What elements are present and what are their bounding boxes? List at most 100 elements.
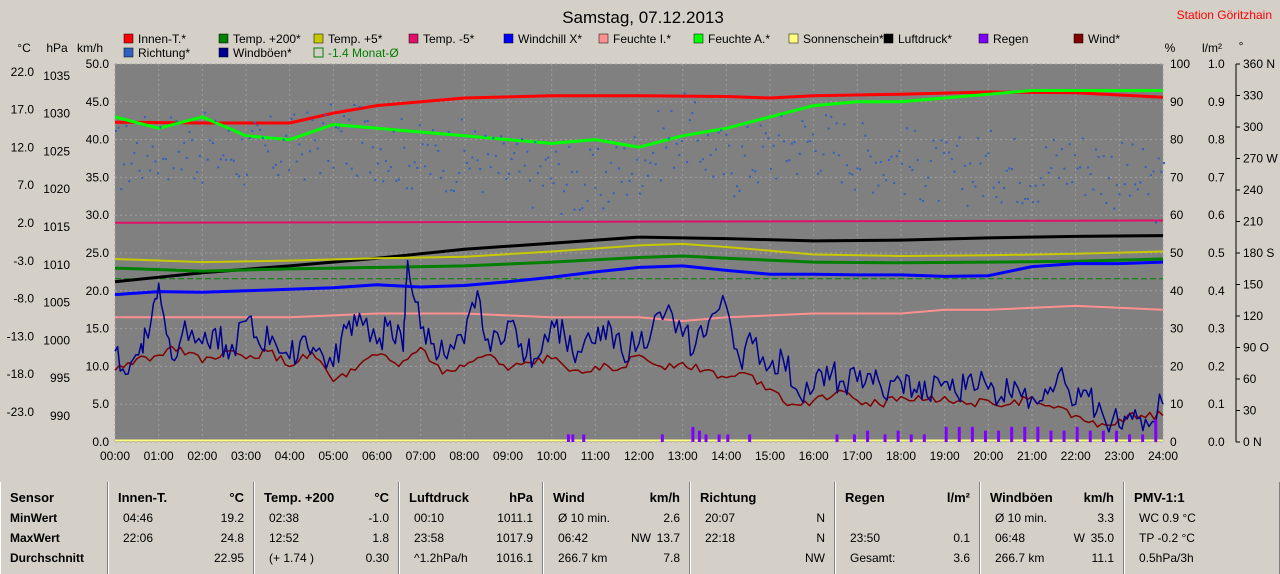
direction-point [269,115,272,118]
direction-point [416,166,419,169]
direction-point [306,111,309,114]
degree-tick-label: 120 [1243,309,1263,323]
direction-point [680,140,683,143]
kmh-tick-label: 45.0 [86,95,110,109]
direction-point [872,191,875,194]
direction-point [303,178,306,181]
direction-point [458,172,461,175]
direction-point [1157,157,1160,160]
direction-point [240,138,243,141]
direction-point [984,154,987,157]
x-tick-label: 11:00 [581,449,610,462]
direction-point [814,149,817,152]
direction-point [958,136,961,139]
x-tick-label: 16:00 [799,449,829,462]
kmh-tick-label: 20.0 [86,284,110,298]
direction-point [353,104,356,107]
direction-point [712,175,715,178]
stat-cell-label: WC 0.9 °C [1139,511,1196,525]
stat-row: 22:18 N [691,531,834,550]
direction-point [272,166,275,169]
direction-point [371,146,374,149]
rain-bar [582,434,586,442]
stat-row: ^1.2hPa/h 1016.1 [400,551,542,570]
direction-point [806,140,809,143]
direction-point [633,136,636,139]
stat-panel-regen: Regen l/m² 23:50 0.1 Gesamt: 3.6 [835,482,980,574]
direction-point [253,121,256,124]
stat-cell-label: MinWert [10,511,58,525]
direction-point [350,167,353,170]
stat-panel-title: Luftdruck [409,490,469,505]
direction-point [154,160,157,163]
percent-tick-label: 100 [1170,57,1190,71]
direction-point [308,150,311,153]
direction-point [135,141,138,144]
direction-point [570,170,573,173]
stat-cell-label: 06:42 [558,531,589,545]
percent-tick-label: 0 [1170,435,1177,449]
degree-tick-label: 0 N [1243,435,1262,449]
rain-axis-unit: l/m² [1202,41,1222,55]
direction-point [390,166,393,169]
direction-point [583,183,586,186]
rain-bar [1154,419,1158,442]
rain-bar [866,430,870,442]
direction-point [227,129,230,132]
direction-point [746,126,749,129]
stat-row: MinWert [1,511,107,530]
direction-point [348,118,351,121]
direction-point [662,127,665,130]
stat-cell-label: TP -0.2 °C [1139,531,1195,545]
x-tick-label: 12:00 [624,449,654,462]
direction-point [1013,137,1016,140]
legend-label: Temp. -5* [423,32,475,46]
direction-point [646,174,649,177]
series-line [114,242,1164,264]
direction-point [287,169,290,172]
degree-tick-label: 330 [1243,89,1263,103]
rain-tick-label: 0.0 [1208,435,1225,449]
x-tick-label: 04:00 [275,449,305,462]
percent-tick-label: 10 [1170,397,1184,411]
direction-point [1160,170,1163,173]
direction-point [201,181,204,184]
direction-point [725,133,728,136]
direction-point [230,158,233,161]
legend-label: Feuchte I.* [613,32,671,46]
direction-point [413,161,416,164]
direction-point [1008,167,1011,170]
direction-point [625,193,628,196]
stat-cell-value: 24.8 [220,531,244,545]
hpa-tick-label: 1010 [43,258,70,272]
direction-point [335,126,338,129]
rain-bar [1101,430,1105,442]
direction-point [1087,166,1090,169]
stat-cell-direction: W [1073,531,1085,545]
stat-cell-value: 0.30 [365,551,389,565]
hpa-tick-label: 1005 [43,296,70,310]
direction-point [177,150,180,153]
stat-cell-label: Durchschnitt [10,551,85,565]
direction-point [1032,201,1034,204]
direction-point [183,141,186,144]
direction-point [1018,181,1021,184]
rain-tick-label: 1.0 [1208,57,1225,71]
rain-bar [566,434,570,442]
legend-swatch [313,47,324,58]
x-tick-label: 06:00 [362,449,392,462]
hpa-tick-label: 995 [50,371,70,385]
direction-point [366,119,369,122]
stat-row: Ø 10 min. 3.3 [981,511,1123,530]
direction-point [324,114,327,117]
direction-point [1139,181,1142,184]
direction-point [473,130,476,133]
direction-point [811,133,814,136]
direction-point [956,144,959,147]
direction-point [686,161,689,164]
rain-tick-label: 0.8 [1208,133,1225,147]
direction-point [785,160,788,163]
hpa-tick-label: 1035 [43,69,70,83]
direction-point [615,146,618,149]
direction-point [429,173,432,176]
